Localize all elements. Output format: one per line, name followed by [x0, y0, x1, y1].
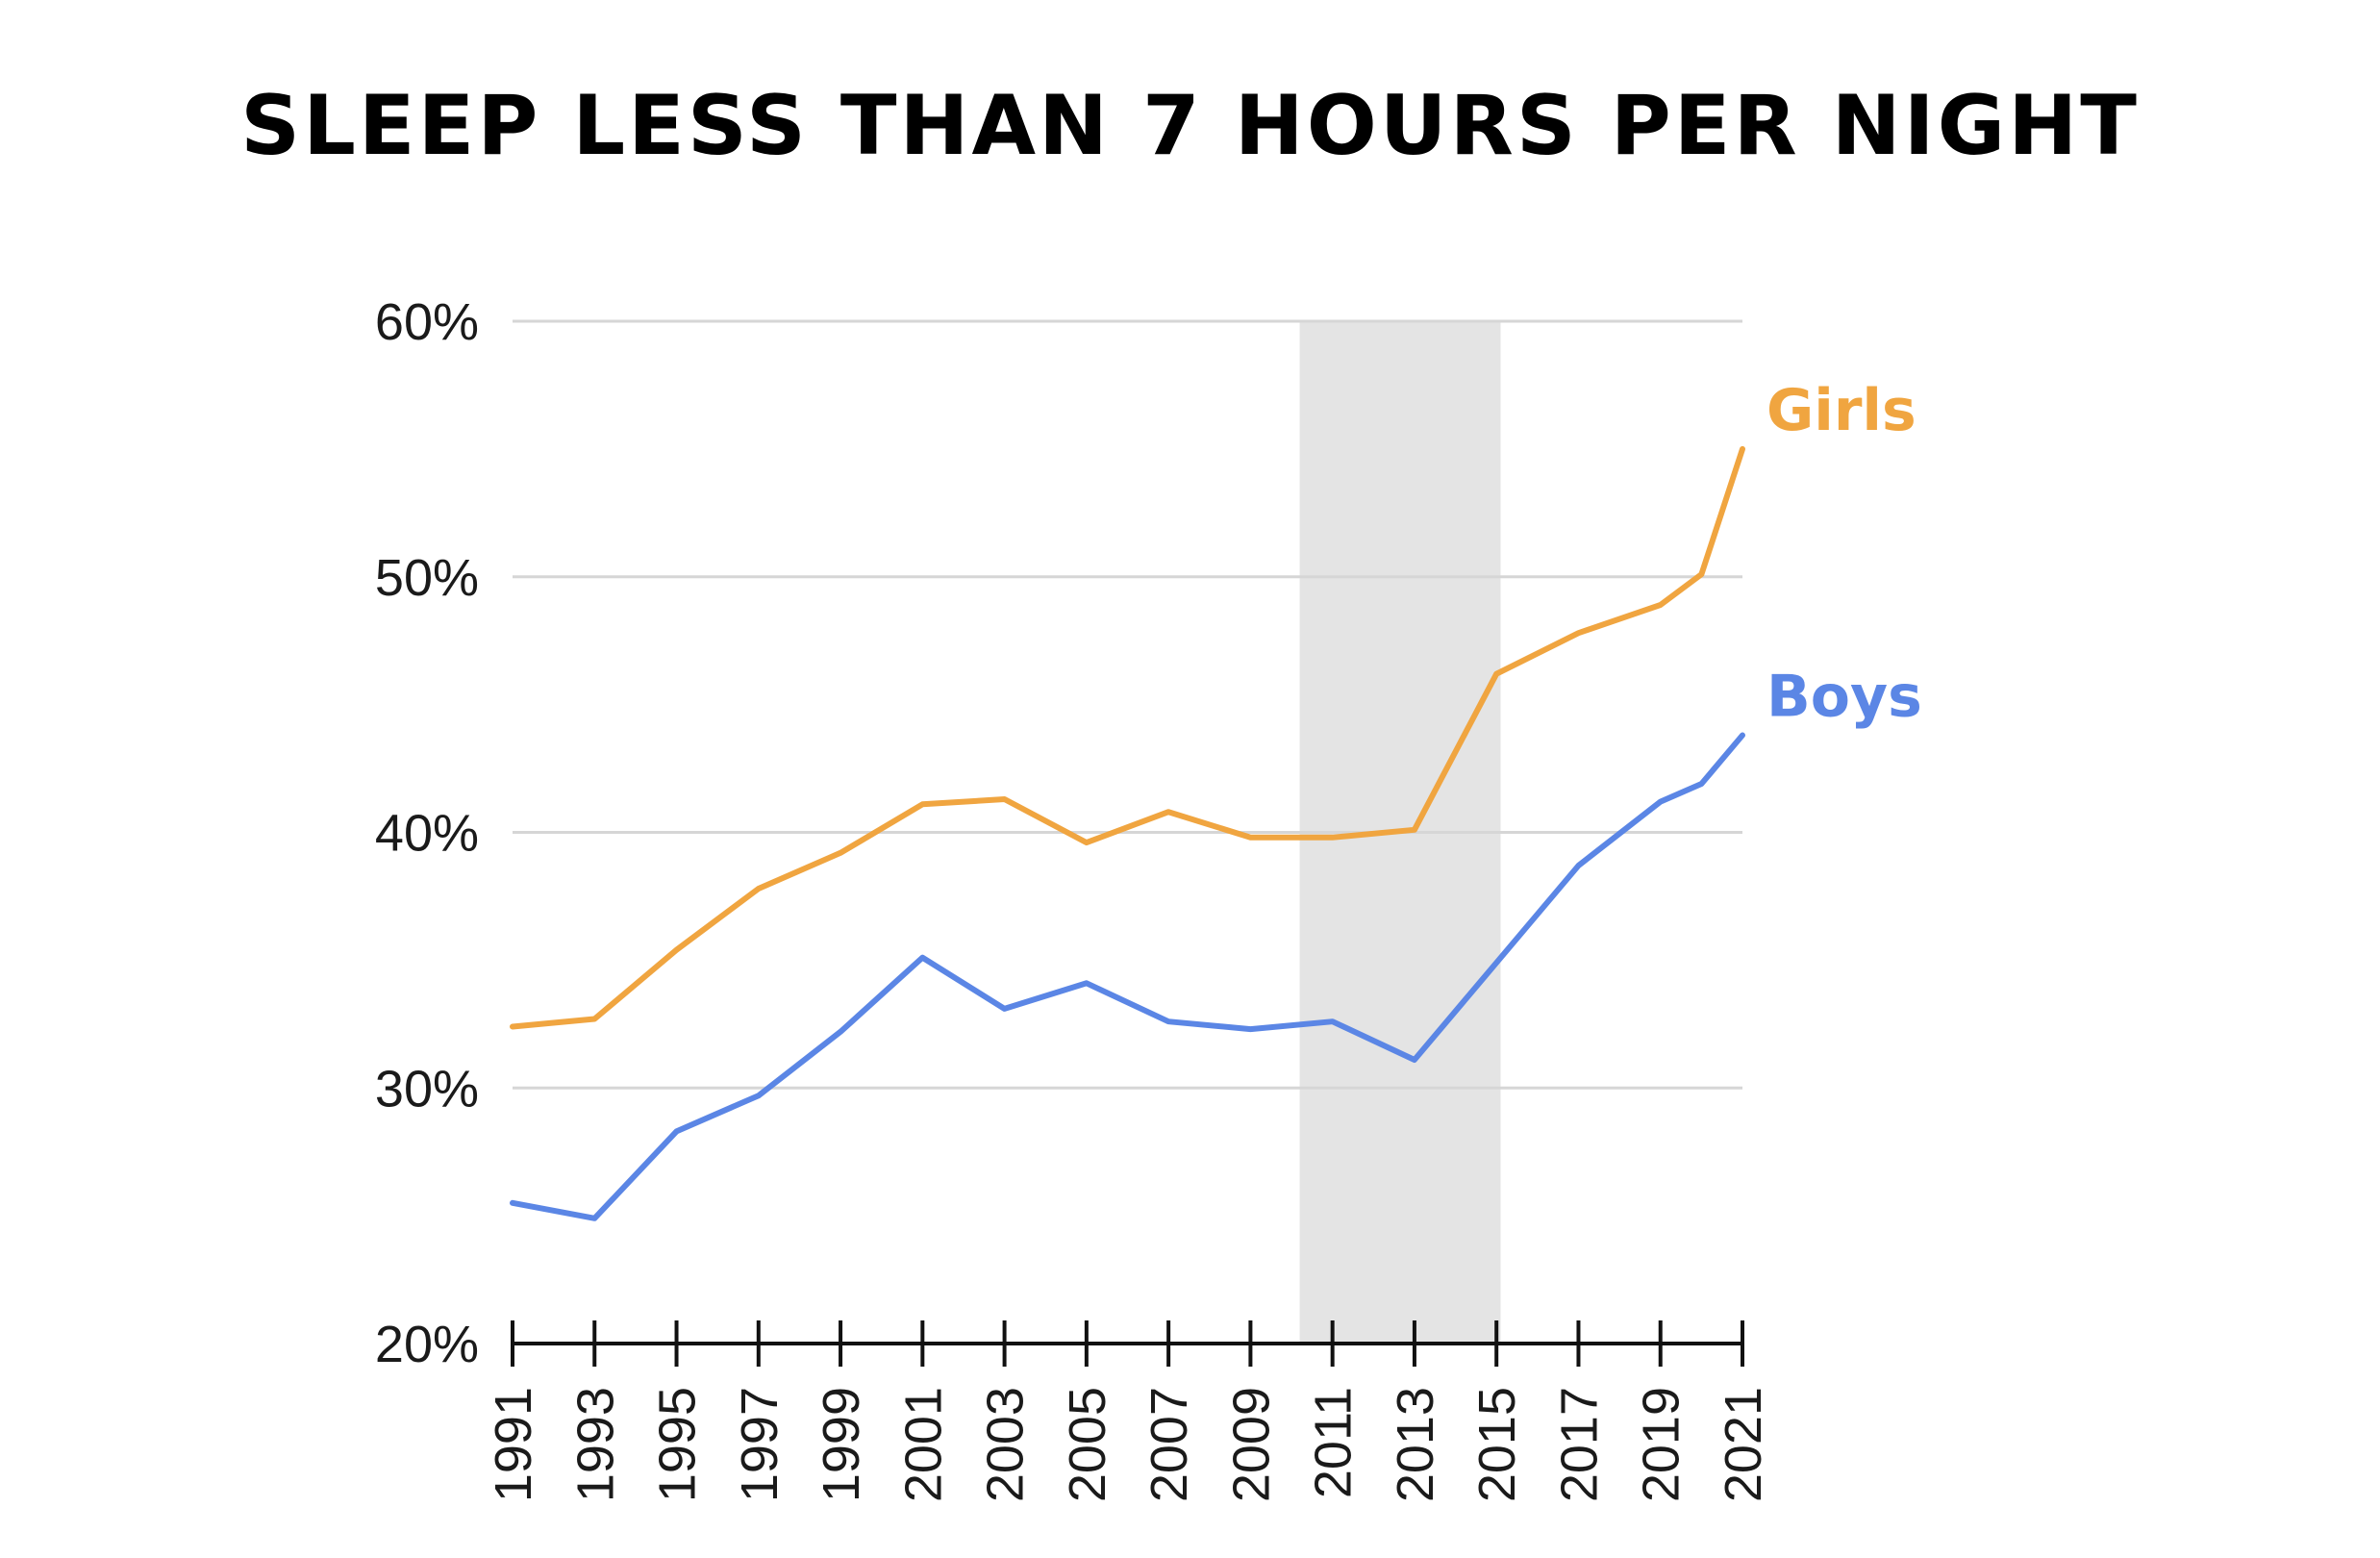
- series-line-girls: [510, 445, 1745, 1030]
- x-tick-labels-layer: 1991 1993 1995 1997 1999 2001 2003 2005 2007 2009…: [485, 1387, 1772, 1502]
- x-tick-label: 2013: [1387, 1387, 1444, 1502]
- series-label-boys: Boys: [1766, 664, 1922, 731]
- x-tick-label: 1995: [649, 1387, 707, 1502]
- x-axis-layer: [511, 1320, 1744, 1367]
- x-tick-label: 1993: [566, 1387, 624, 1502]
- x-tick-label: 2005: [1059, 1387, 1116, 1502]
- x-tick-label: 1997: [731, 1387, 789, 1502]
- y-tick-label: 50%: [375, 549, 479, 607]
- x-tick-label: 2017: [1550, 1387, 1608, 1502]
- chart-title: SLEEP LESS THAN 7 HOURS PER NIGHT: [240, 78, 2140, 174]
- x-tick-label: 2015: [1468, 1387, 1526, 1502]
- x-tick-label: 2021: [1715, 1387, 1772, 1502]
- x-tick-label: 2007: [1140, 1387, 1198, 1502]
- x-tick-label: 2003: [977, 1387, 1035, 1502]
- y-tick-label: 60%: [375, 293, 479, 351]
- series-label-girls: Girls: [1766, 377, 1917, 444]
- series-layer: [510, 445, 1745, 1221]
- x-tick-label: 2019: [1633, 1387, 1691, 1502]
- y-tick-label: 30%: [375, 1060, 479, 1118]
- x-tick-label: 2011: [1305, 1387, 1363, 1498]
- y-tick-label: 20%: [375, 1316, 479, 1373]
- x-tick-label: 1991: [485, 1387, 542, 1502]
- x-tick-label: 2009: [1222, 1387, 1280, 1502]
- y-tick-label: 40%: [375, 805, 479, 863]
- y-tick-labels-layer: 20% 30% 40% 50% 60%: [375, 293, 479, 1373]
- series-labels-layer: Girls Boys: [1766, 377, 1922, 731]
- x-tick-label: 1999: [813, 1387, 870, 1502]
- series-line-boys: [510, 732, 1745, 1221]
- x-tick-label: 2001: [894, 1387, 952, 1502]
- gridlines-layer: [513, 319, 1742, 1090]
